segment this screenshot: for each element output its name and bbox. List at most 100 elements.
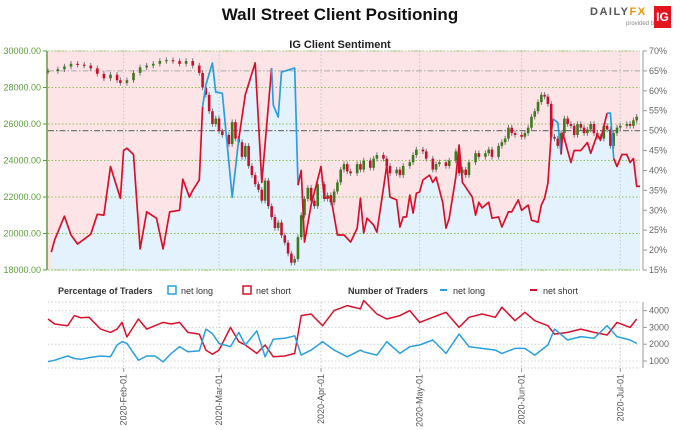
candle [217, 115, 221, 135]
candle-body [612, 133, 615, 146]
candle [530, 113, 533, 131]
candle-body [375, 155, 379, 159]
candle [171, 57, 175, 64]
candle-body [546, 96, 550, 104]
candle [349, 168, 352, 177]
candle-body [513, 133, 517, 135]
candle [566, 115, 569, 127]
candle [625, 121, 629, 129]
legend-pct-long-swatch [167, 285, 177, 295]
candle [401, 163, 405, 178]
candle-body [221, 131, 224, 135]
candle [589, 121, 592, 133]
candle-body [211, 111, 214, 124]
candle-body [296, 237, 300, 260]
candle [303, 196, 306, 218]
candle-body [438, 162, 441, 165]
candle [309, 185, 313, 204]
main-chart-subtitle: IG Client Sentiment [289, 39, 391, 51]
candle [444, 159, 448, 169]
candle-body [461, 169, 464, 174]
candle [211, 108, 214, 127]
candle-body [533, 111, 537, 117]
candle-body [286, 242, 290, 254]
candle [234, 119, 237, 142]
date-tick-label: 2020-Jul-01 [615, 374, 625, 422]
candle-body [447, 160, 451, 166]
candle [612, 130, 615, 149]
candle-body [618, 125, 622, 128]
legend-num-long: net long [453, 286, 485, 296]
candle [102, 71, 106, 82]
candle [299, 212, 303, 240]
candle [221, 128, 224, 138]
candle [119, 77, 122, 86]
candle-body [313, 200, 316, 207]
candle-body [559, 133, 563, 146]
candle [447, 157, 451, 169]
candle [355, 161, 359, 177]
candle [286, 239, 290, 257]
legend-num-short: net short [543, 286, 579, 296]
candle-body [306, 187, 310, 199]
candle [474, 150, 477, 166]
candle-body [474, 153, 477, 163]
candle-body [408, 162, 412, 166]
candle-body [184, 61, 188, 64]
candle [500, 139, 504, 149]
candle-body [303, 198, 306, 216]
candle [454, 148, 458, 164]
candle [609, 126, 612, 149]
candle [306, 185, 310, 202]
candle [270, 203, 273, 220]
candle-body [76, 63, 79, 65]
candle [635, 113, 639, 124]
candle-body [454, 151, 458, 161]
candle-body [342, 164, 346, 170]
price-tick-label: 26000.00 [3, 119, 41, 129]
candle [257, 181, 260, 193]
candle [336, 179, 339, 195]
candle-body [293, 259, 296, 263]
candle-body [191, 61, 195, 66]
candle [484, 150, 487, 160]
candle-body [309, 187, 313, 201]
candle-body [421, 149, 425, 152]
candle [273, 214, 277, 231]
pct-tick-label: 35% [649, 185, 667, 195]
candle [526, 124, 530, 136]
candle-body [553, 136, 556, 139]
candle-body [119, 80, 122, 83]
candle [227, 132, 231, 147]
legend-num-title: Number of Traders [348, 286, 428, 296]
candle [415, 146, 418, 158]
pct-tick-label: 60% [649, 86, 667, 96]
candle-body [540, 94, 543, 103]
dailyfx-logo: DAILYFX provided by IG [590, 4, 676, 32]
candle-body [523, 133, 527, 137]
candle [339, 166, 343, 186]
candle [372, 155, 375, 171]
candle-body [178, 61, 181, 64]
candle-body [411, 155, 415, 163]
candle [572, 123, 576, 138]
count-tick-label: 4000 [649, 306, 669, 316]
candle [553, 134, 556, 142]
net-long-pct-line-short [297, 118, 554, 243]
chart-title: Wall Street Client Positioning [221, 5, 459, 24]
candle [431, 155, 435, 173]
candle-body [605, 125, 609, 130]
candle [497, 143, 500, 160]
candle [628, 121, 632, 129]
candle [280, 219, 283, 239]
net-long-pct-line-short [612, 153, 640, 188]
date-tick-label: 2020-Mar-01 [214, 374, 224, 426]
date-tick-label: 2020-Jun-01 [517, 374, 527, 425]
candle [191, 58, 195, 69]
candle-body [602, 125, 606, 139]
candle-body [398, 169, 402, 176]
candle-body [217, 118, 221, 132]
price-tick-label: 28000.00 [3, 83, 41, 93]
candle-body [586, 129, 589, 134]
logo-brand-a: DAILY [590, 6, 630, 18]
